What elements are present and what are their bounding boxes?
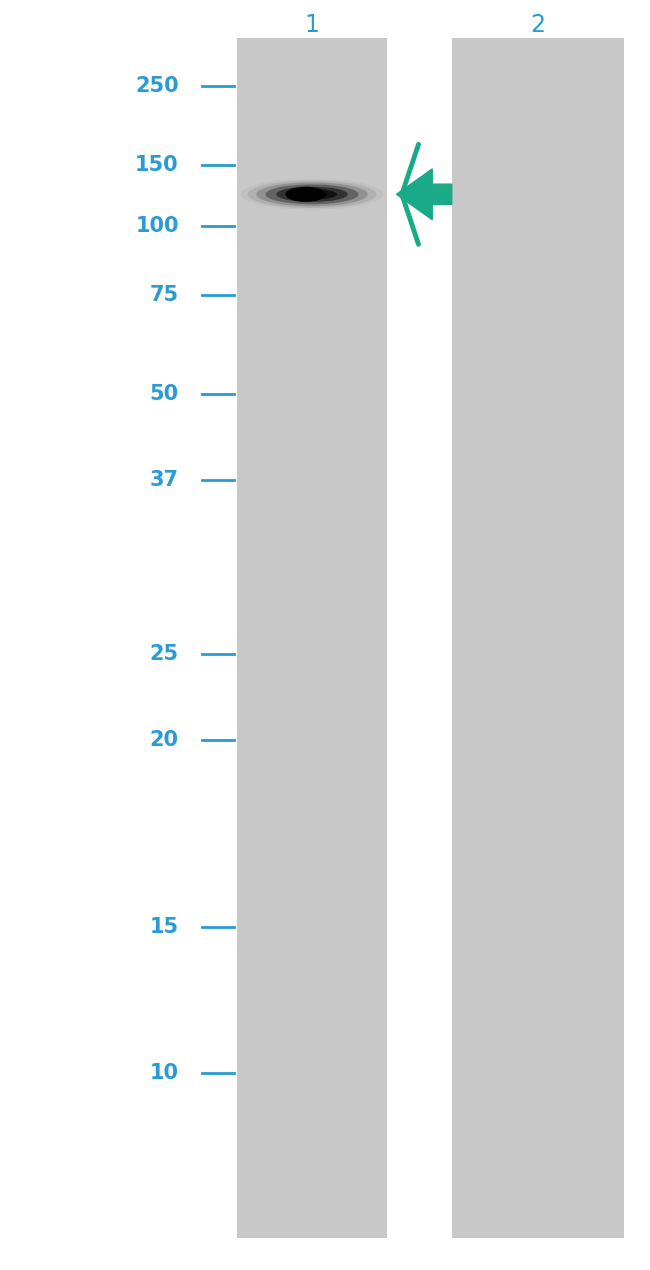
FancyArrow shape: [396, 169, 452, 220]
Text: 2: 2: [530, 13, 546, 37]
Text: 150: 150: [135, 155, 179, 175]
Text: 250: 250: [135, 76, 179, 97]
Text: 100: 100: [135, 216, 179, 236]
Text: 20: 20: [150, 730, 179, 751]
Text: 25: 25: [150, 644, 179, 664]
Text: 37: 37: [150, 470, 179, 490]
Bar: [452, 38, 624, 1238]
Text: 1: 1: [305, 13, 319, 37]
Bar: [237, 38, 387, 1238]
Ellipse shape: [276, 187, 348, 202]
Ellipse shape: [256, 183, 368, 206]
Ellipse shape: [265, 184, 359, 204]
Text: 75: 75: [150, 284, 179, 305]
Ellipse shape: [248, 180, 376, 208]
Text: 10: 10: [150, 1063, 179, 1083]
Ellipse shape: [296, 190, 328, 198]
Ellipse shape: [240, 179, 384, 210]
Text: 15: 15: [150, 917, 179, 937]
Ellipse shape: [285, 187, 326, 202]
Ellipse shape: [287, 189, 337, 199]
Text: 50: 50: [150, 384, 179, 404]
